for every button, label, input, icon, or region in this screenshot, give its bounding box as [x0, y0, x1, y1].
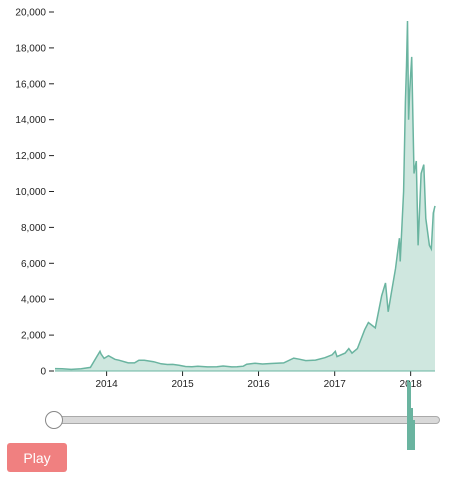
- y-tick-label: 4,000: [21, 295, 46, 306]
- x-tick-label: 2017: [324, 379, 347, 390]
- y-tick-label: 20,000: [15, 8, 46, 19]
- y-tick-label: 18,000: [15, 43, 46, 54]
- y-tick-label: 8,000: [21, 223, 46, 234]
- y-tick-label: 0: [40, 367, 46, 378]
- time-slider-track[interactable]: [48, 416, 440, 424]
- y-axis: 0 2,000 4,000 6,000 8,000 10,000 12,000 14,000 1…: [15, 8, 54, 378]
- play-button[interactable]: Play: [7, 443, 67, 472]
- y-tick-label: 2,000: [21, 331, 46, 342]
- y-tick-label: 14,000: [15, 115, 46, 126]
- x-tick-label: 2015: [171, 379, 194, 390]
- x-tick-label: 2018: [400, 379, 423, 390]
- x-tick-label: 2014: [95, 379, 118, 390]
- y-tick-label: 10,000: [15, 187, 46, 198]
- y-tick-label: 16,000: [15, 79, 46, 90]
- time-slider-handle[interactable]: [45, 411, 63, 429]
- x-axis: 2014 2015 2016 2017 2018: [95, 371, 422, 390]
- y-tick-label: 6,000: [21, 259, 46, 270]
- price-area-chart: 0 2,000 4,000 6,000 8,000 10,000 12,000 14,000 1…: [15, 8, 436, 390]
- x-tick-label: 2016: [247, 379, 270, 390]
- series-layer: [54, 20, 436, 372]
- price-area-fill: [55, 21, 435, 371]
- price-line: [54, 20, 436, 371]
- y-tick-label: 12,000: [15, 151, 46, 162]
